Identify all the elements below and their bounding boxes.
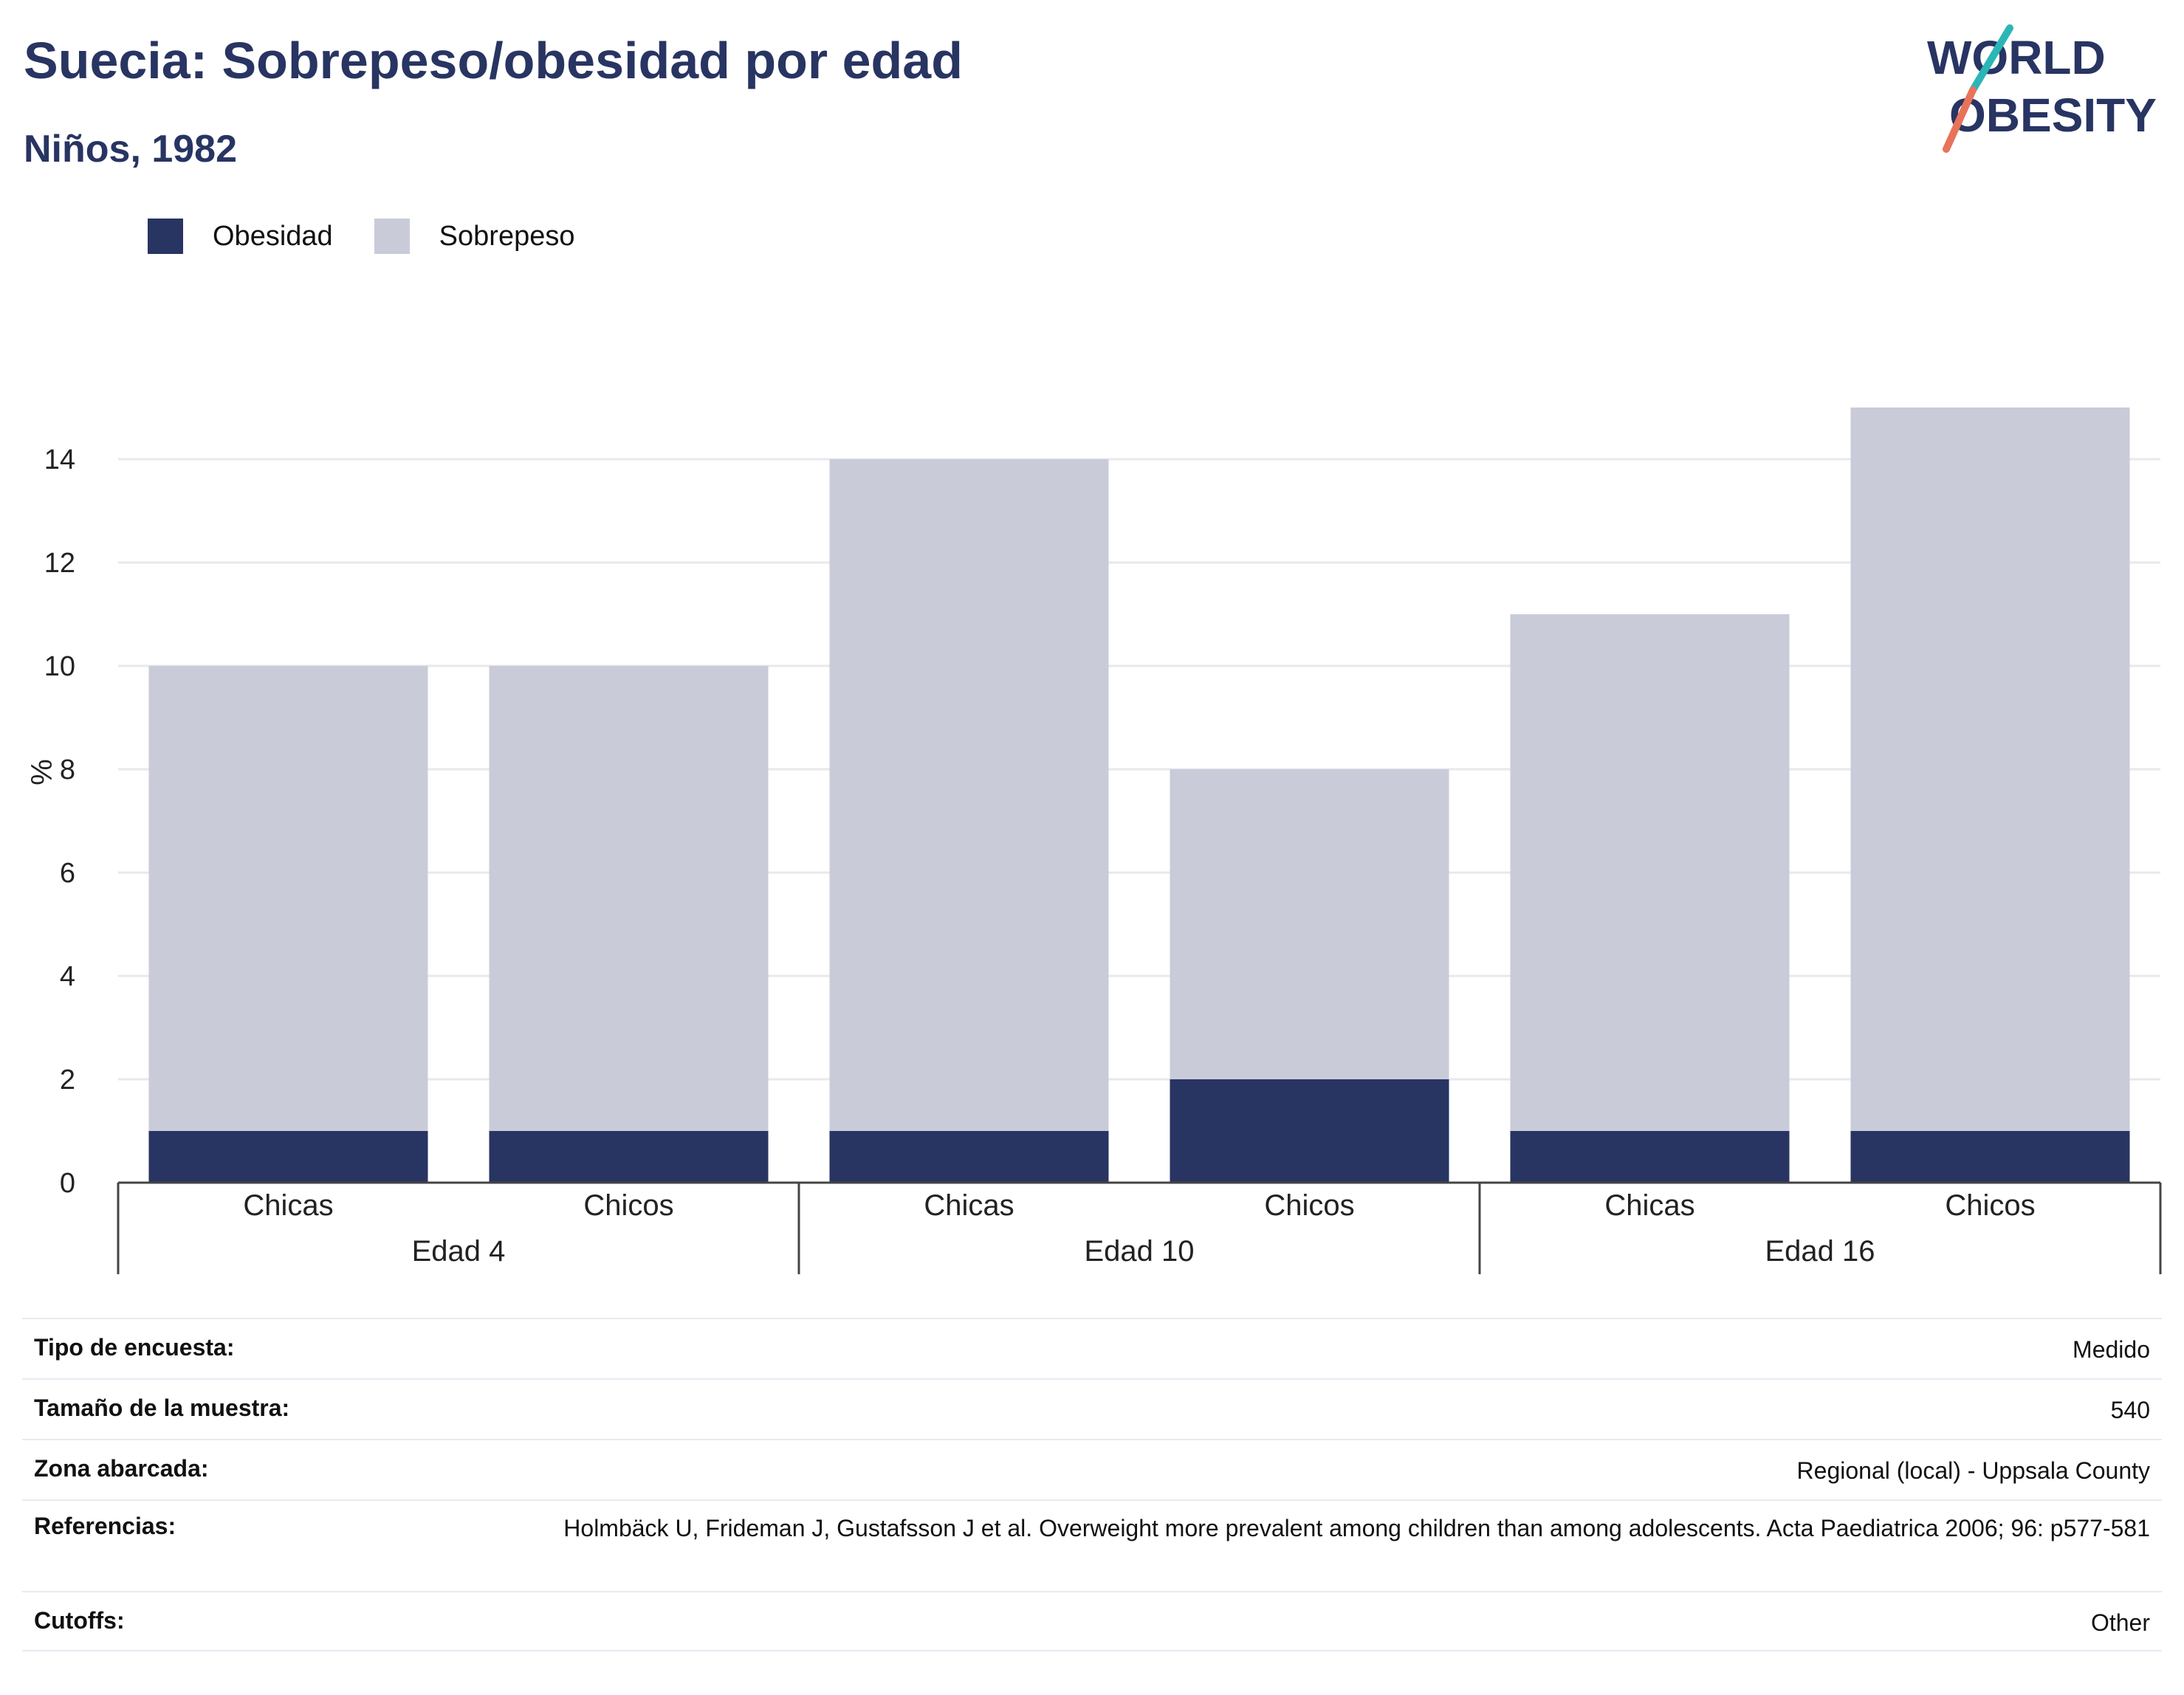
stacked-bar-chart: 0 2 4 6 8 10 12 14% Chicas Chicos Chicas Chicos Chic…: [26, 408, 2162, 1274]
legend-swatch-obesidad: [148, 219, 183, 254]
y-tick-label: 0: [60, 1168, 75, 1199]
bar-sobrepeso: [1170, 769, 1449, 1079]
y-tick-label: 14: [44, 444, 75, 475]
legend-item-sobrepeso[interactable]: Sobrepeso: [374, 219, 575, 254]
bar-obesidad: [1510, 1131, 1790, 1183]
info-key: Tamaño de la muestra:: [34, 1395, 290, 1421]
bar-obesidad: [1170, 1079, 1449, 1183]
info-key: Cutoffs:: [34, 1607, 125, 1634]
x-tick-label: Chicos: [1945, 1189, 2035, 1222]
bar-obesidad: [148, 1131, 428, 1183]
bar-obesidad: [1850, 1131, 2130, 1183]
x-tick-label: Chicas: [243, 1189, 333, 1222]
info-key: Referencias:: [34, 1513, 176, 1539]
info-key: Zona abarcada:: [34, 1455, 209, 1482]
x-tick-label: Chicos: [1264, 1189, 1354, 1222]
info-key: Tipo de encuesta:: [34, 1334, 235, 1361]
bar-obesidad: [829, 1131, 1109, 1183]
info-value: Other: [2090, 1609, 2150, 1636]
info-row: Referencias: Holmbäck U, Frideman J, Gust…: [22, 1499, 2162, 1591]
legend-label-sobrepeso: Sobrepeso: [439, 220, 575, 252]
chart-title: Suecia: Sobrepeso/obesidad por edad: [24, 32, 963, 89]
bar-obesidad: [489, 1131, 769, 1183]
chart-legend: Obesidad Sobrepeso: [148, 219, 616, 254]
group-label: Edad 16: [1765, 1235, 1875, 1268]
info-value: 540: [2110, 1397, 2150, 1423]
x-tick-label: Chicos: [583, 1189, 673, 1222]
bar-sobrepeso: [489, 666, 769, 1131]
bar-sobrepeso: [1850, 408, 2130, 1131]
legend-label-obesidad: Obesidad: [213, 220, 333, 252]
bar-sobrepeso: [829, 459, 1109, 1131]
info-row: Cutoffs: Other: [22, 1591, 2162, 1651]
y-tick-label: 8: [60, 754, 75, 785]
group-label: Edad 10: [1084, 1235, 1194, 1268]
chart-subtitle: Niños, 1982: [24, 128, 238, 171]
survey-info-table: Tipo de encuesta: Medido Tamaño de la mues…: [22, 1318, 2162, 1651]
x-tick-label: Chicas: [1604, 1189, 1694, 1222]
info-row: Tamaño de la muestra: 540: [22, 1378, 2162, 1439]
info-value: Holmbäck U, Frideman J, Gustafsson J et …: [563, 1515, 2150, 1541]
y-tick-label: 2: [60, 1065, 75, 1096]
group-label: Edad 4: [412, 1235, 506, 1268]
y-axis-title: %: [26, 759, 58, 785]
info-row: Tipo de encuesta: Medido: [22, 1318, 2162, 1378]
bar-sobrepeso: [1510, 614, 1790, 1131]
y-tick-label: 10: [44, 651, 75, 682]
world-obesity-logo: WORLD OBESITY: [1927, 24, 2157, 153]
bar-sobrepeso: [148, 666, 428, 1131]
info-value: Medido: [2073, 1336, 2150, 1363]
legend-swatch-sobrepeso: [374, 219, 410, 254]
info-value: Regional (local) - Uppsala County: [1796, 1457, 2150, 1484]
svg-text:OBESITY: OBESITY: [1949, 89, 2157, 142]
svg-text:WORLD: WORLD: [1927, 31, 2106, 84]
y-tick-label: 12: [44, 548, 75, 579]
y-tick-label: 4: [60, 961, 75, 992]
x-tick-label: Chicas: [924, 1189, 1014, 1222]
legend-item-obesidad[interactable]: Obesidad: [148, 219, 333, 254]
y-tick-label: 6: [60, 858, 75, 889]
info-row: Zona abarcada: Regional (local) - Uppsala…: [22, 1439, 2162, 1499]
